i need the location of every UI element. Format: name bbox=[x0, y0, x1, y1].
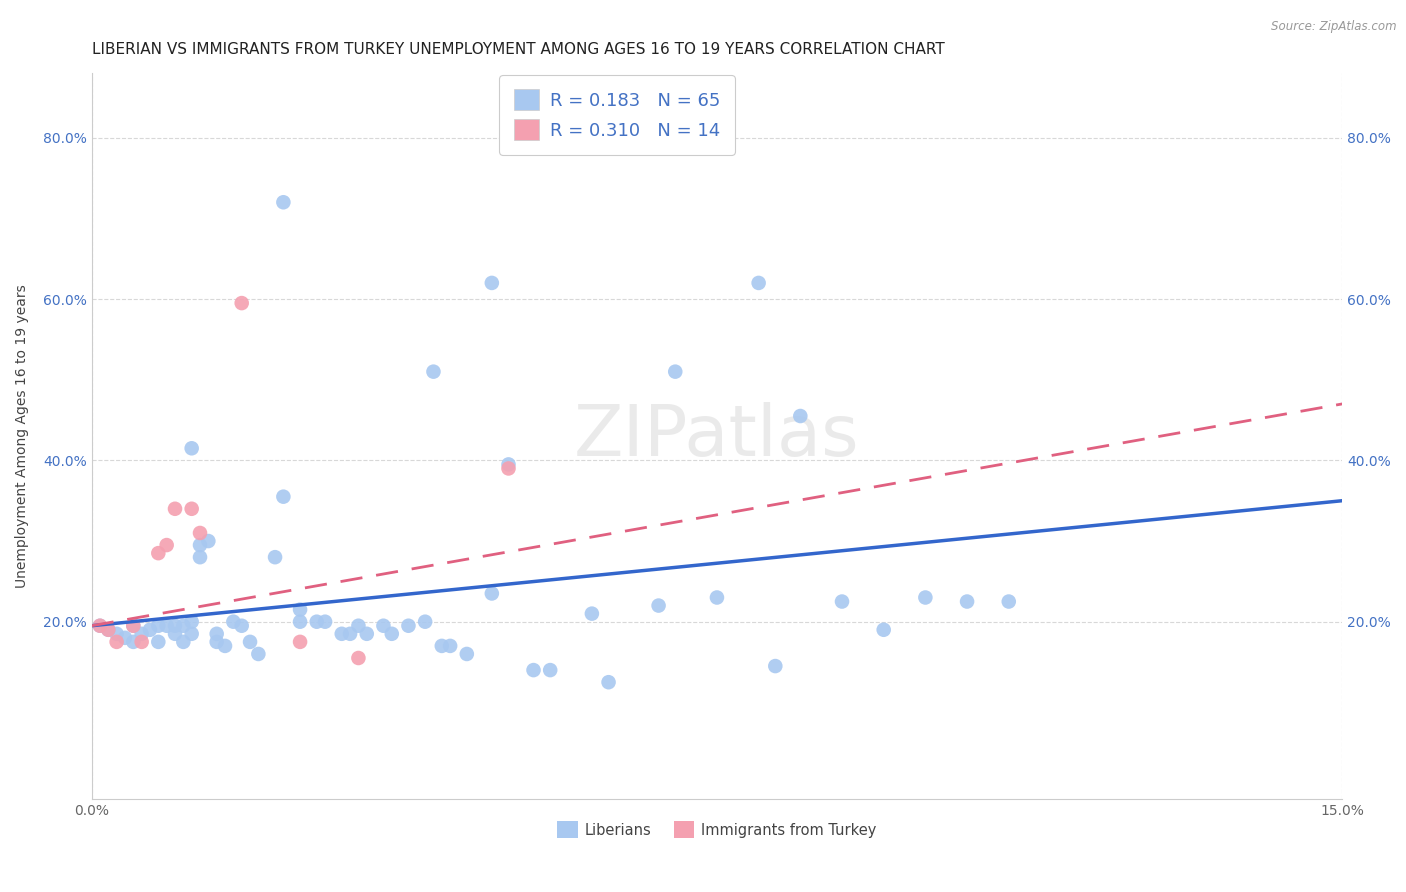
Point bbox=[347, 651, 370, 665]
Point bbox=[214, 639, 236, 653]
Point bbox=[330, 627, 353, 641]
Point bbox=[239, 635, 262, 649]
Point bbox=[163, 627, 186, 641]
Point bbox=[197, 534, 219, 549]
Point bbox=[456, 647, 478, 661]
Text: ZIPatlas: ZIPatlas bbox=[574, 401, 859, 471]
Point bbox=[247, 647, 270, 661]
Point bbox=[139, 623, 162, 637]
Point bbox=[156, 618, 179, 632]
Point bbox=[273, 195, 295, 210]
Text: Source: ZipAtlas.com: Source: ZipAtlas.com bbox=[1271, 20, 1396, 33]
Point bbox=[914, 591, 936, 605]
Point bbox=[430, 639, 453, 653]
Point bbox=[222, 615, 245, 629]
Point bbox=[89, 618, 111, 632]
Point bbox=[398, 618, 420, 632]
Point bbox=[231, 296, 253, 310]
Point bbox=[498, 461, 520, 475]
Point bbox=[522, 663, 544, 677]
Point bbox=[131, 627, 153, 641]
Point bbox=[148, 546, 170, 560]
Point bbox=[188, 550, 211, 565]
Point bbox=[647, 599, 669, 613]
Point bbox=[873, 623, 896, 637]
Point bbox=[763, 659, 786, 673]
Point bbox=[180, 442, 202, 456]
Point bbox=[205, 627, 228, 641]
Point bbox=[314, 615, 336, 629]
Legend: Liberians, Immigrants from Turkey: Liberians, Immigrants from Turkey bbox=[551, 815, 883, 844]
Point bbox=[105, 627, 128, 641]
Point bbox=[172, 618, 194, 632]
Point bbox=[131, 635, 153, 649]
Point bbox=[89, 618, 111, 632]
Point bbox=[114, 631, 136, 645]
Point bbox=[105, 635, 128, 649]
Point bbox=[180, 501, 202, 516]
Point bbox=[148, 618, 170, 632]
Point bbox=[231, 618, 253, 632]
Point bbox=[347, 618, 370, 632]
Point bbox=[664, 365, 686, 379]
Point bbox=[481, 276, 503, 290]
Y-axis label: Unemployment Among Ages 16 to 19 years: Unemployment Among Ages 16 to 19 years bbox=[15, 285, 30, 588]
Point bbox=[163, 501, 186, 516]
Point bbox=[264, 550, 287, 565]
Point bbox=[706, 591, 728, 605]
Point bbox=[288, 635, 311, 649]
Point bbox=[205, 635, 228, 649]
Point bbox=[748, 276, 770, 290]
Point bbox=[356, 627, 378, 641]
Point bbox=[122, 618, 145, 632]
Point bbox=[538, 663, 561, 677]
Point bbox=[305, 615, 328, 629]
Point bbox=[413, 615, 436, 629]
Point bbox=[373, 618, 395, 632]
Text: LIBERIAN VS IMMIGRANTS FROM TURKEY UNEMPLOYMENT AMONG AGES 16 TO 19 YEARS CORREL: LIBERIAN VS IMMIGRANTS FROM TURKEY UNEMP… bbox=[91, 42, 945, 57]
Point bbox=[997, 594, 1019, 608]
Point bbox=[598, 675, 620, 690]
Point bbox=[288, 602, 311, 616]
Point bbox=[831, 594, 853, 608]
Point bbox=[156, 538, 179, 552]
Point bbox=[188, 538, 211, 552]
Point bbox=[148, 635, 170, 649]
Point bbox=[163, 618, 186, 632]
Point bbox=[498, 458, 520, 472]
Point bbox=[789, 409, 811, 423]
Point bbox=[439, 639, 461, 653]
Point bbox=[956, 594, 979, 608]
Point bbox=[97, 623, 120, 637]
Point bbox=[422, 365, 444, 379]
Point bbox=[273, 490, 295, 504]
Point bbox=[581, 607, 603, 621]
Point bbox=[122, 635, 145, 649]
Point bbox=[339, 627, 361, 641]
Point bbox=[180, 615, 202, 629]
Point bbox=[180, 627, 202, 641]
Point bbox=[481, 586, 503, 600]
Point bbox=[288, 615, 311, 629]
Point bbox=[122, 618, 145, 632]
Point bbox=[188, 526, 211, 541]
Point bbox=[172, 635, 194, 649]
Point bbox=[97, 623, 120, 637]
Point bbox=[381, 627, 404, 641]
